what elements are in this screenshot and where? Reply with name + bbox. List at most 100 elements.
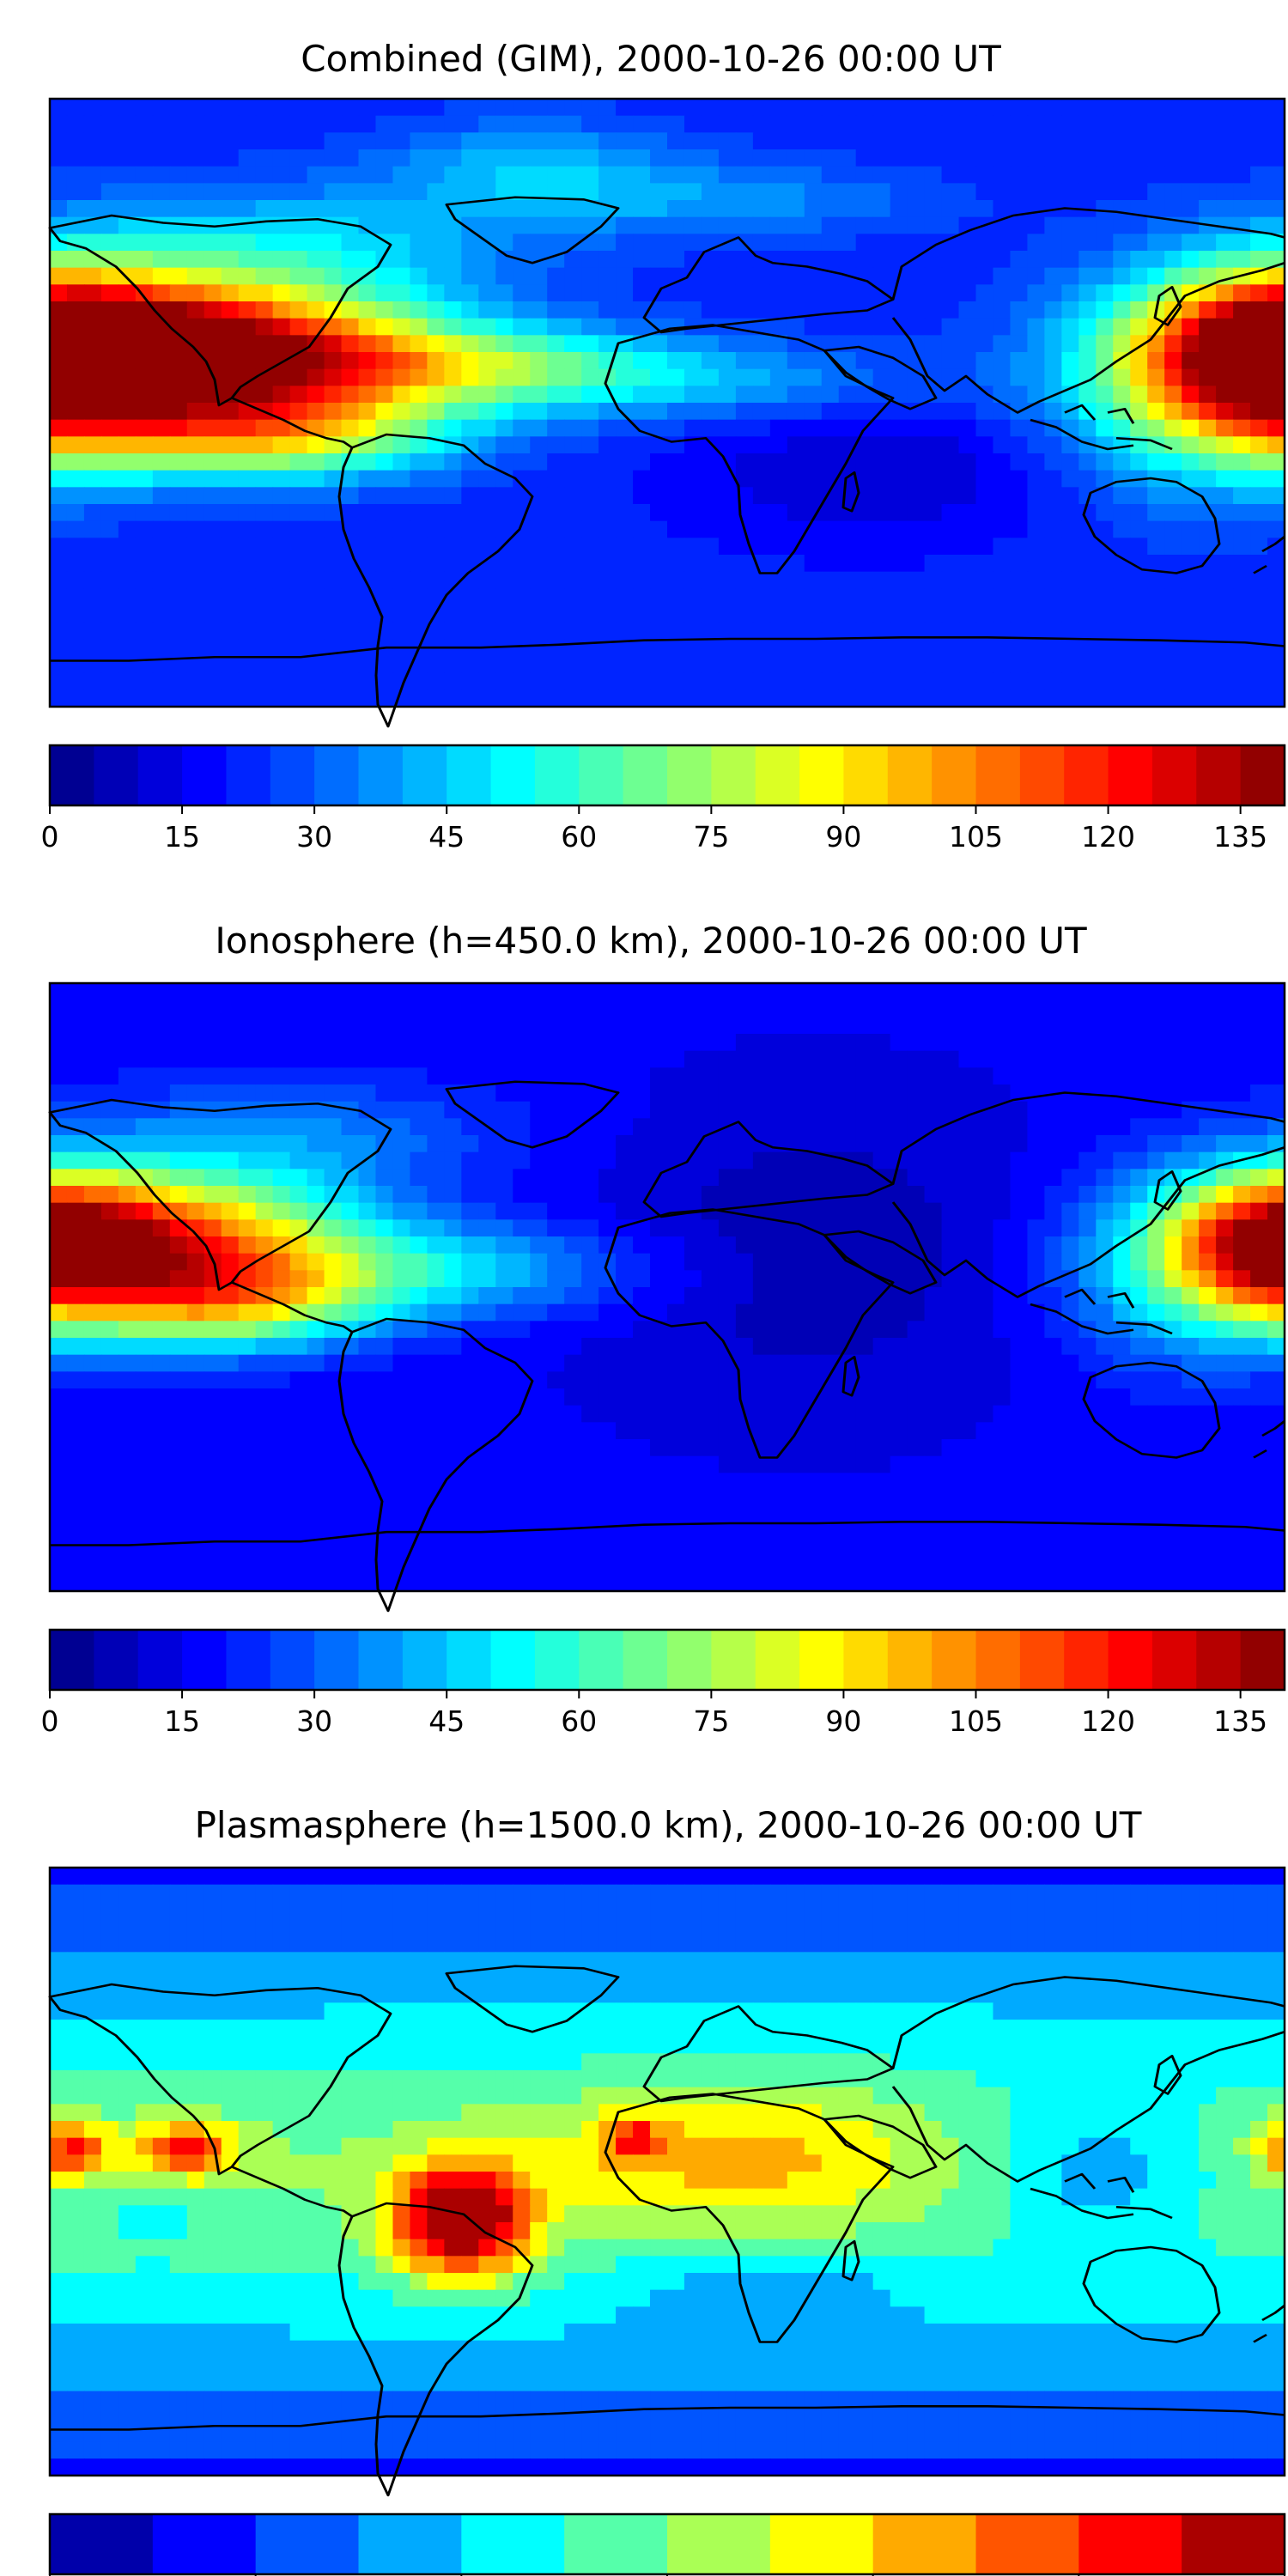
contour-cell: [855, 368, 874, 386]
contour-cell: [993, 1388, 1012, 1406]
contour-cell: [118, 1439, 137, 1457]
contour-cell: [83, 1236, 102, 1255]
contour-cell: [855, 1050, 874, 1068]
contour-cell: [701, 520, 720, 538]
contour-cell: [83, 1455, 102, 1473]
contour-cell: [1233, 1473, 1251, 1491]
contour-cell: [564, 504, 582, 522]
contour-cell: [66, 368, 85, 386]
contour-cell: [683, 284, 702, 302]
contour-cell: [924, 1303, 943, 1321]
contour-cell: [701, 166, 720, 184]
contour-cell: [1113, 234, 1131, 252]
contour-cell: [1027, 1034, 1045, 1052]
contour-cell: [752, 1354, 771, 1372]
contour-cell: [1182, 183, 1200, 201]
contour-cell: [872, 622, 891, 640]
contour-cell: [1216, 352, 1234, 370]
contour-cell: [1164, 1490, 1182, 1508]
contour-cell: [1113, 1473, 1131, 1491]
contour-cell: [169, 656, 188, 674]
contour-cell: [118, 166, 137, 184]
contour-cell: [752, 622, 771, 640]
contour-cell: [478, 335, 496, 353]
contour-cell: [787, 999, 805, 1018]
contour-cell: [1010, 301, 1029, 319]
contour-cell: [701, 1422, 720, 1440]
contour-cell: [924, 656, 943, 674]
contour-cell: [238, 487, 257, 505]
contour-cell: [924, 1186, 943, 1204]
contour-cell: [752, 166, 771, 184]
contour-cell: [221, 403, 240, 421]
contour-cell: [169, 1303, 188, 1321]
contour-cell: [1010, 216, 1029, 234]
contour-cell: [598, 1118, 617, 1136]
contour-cell: [324, 1050, 343, 1068]
contour-cell: [83, 216, 102, 234]
contour-cell: [547, 1371, 565, 1389]
contour-cell: [238, 368, 257, 386]
contour-cell: [924, 149, 943, 167]
contour-cell: [324, 605, 343, 623]
contour-cell: [650, 1118, 668, 1136]
contour-cell: [358, 1135, 377, 1153]
contour-cell: [975, 690, 994, 708]
contour-cell: [598, 1303, 617, 1321]
contour-cell: [204, 234, 222, 252]
contour-cell: [564, 267, 582, 285]
contour-cell: [478, 520, 496, 538]
contour-cell: [1182, 1388, 1200, 1406]
contour-cell: [752, 1050, 771, 1068]
contour-cell: [255, 1405, 274, 1423]
contour-cell: [1233, 1439, 1251, 1457]
contour-cell: [872, 419, 891, 437]
contour-cell: [650, 555, 668, 573]
contour-cell: [1199, 571, 1217, 589]
contour-cell: [547, 1101, 565, 1119]
contour-cell: [152, 1490, 171, 1508]
contour-cell: [1130, 115, 1148, 133]
contour-cell: [152, 1388, 171, 1406]
contour-cell: [289, 149, 308, 167]
contour-cell: [50, 1236, 68, 1255]
contour-cell: [135, 1084, 154, 1103]
contour-cell: [890, 1455, 908, 1473]
contour-cell: [410, 149, 428, 167]
contour-cell: [461, 284, 479, 302]
contour-cell: [272, 132, 291, 150]
contour-cell: [633, 216, 651, 234]
contour-cell: [255, 1439, 274, 1457]
contour-cell: [1233, 588, 1251, 606]
contour-cell: [683, 520, 702, 538]
contour-cell: [1233, 284, 1251, 302]
contour-cell: [975, 1253, 994, 1271]
contour-cell: [255, 656, 274, 674]
contour-cell: [769, 1303, 788, 1321]
contour-cell: [272, 200, 291, 218]
contour-cell: [238, 99, 257, 117]
contour-cell: [1267, 183, 1285, 201]
contour-cell: [633, 1118, 651, 1136]
contour-cell: [616, 1151, 634, 1170]
contour-cell: [392, 1388, 411, 1406]
contour-cell: [1233, 1371, 1251, 1389]
contour-cell: [616, 1101, 634, 1119]
contour-cell: [289, 1084, 308, 1103]
contour-cell: [581, 999, 599, 1018]
contour-cell: [358, 1490, 377, 1508]
contour-cell: [375, 216, 394, 234]
contour-cell: [66, 639, 85, 657]
contour-cell: [238, 605, 257, 623]
contour-cell: [752, 1422, 771, 1440]
contour-cell: [221, 115, 240, 133]
contour-cell: [993, 318, 1012, 336]
contour-cell: [530, 1490, 548, 1508]
contour-cell: [855, 1034, 874, 1052]
contour-cell: [272, 1067, 291, 1085]
contour-cell: [513, 1388, 531, 1406]
contour-cell: [958, 318, 977, 336]
contour-cell: [186, 251, 205, 269]
contour-cell: [1164, 656, 1182, 674]
contour-cell: [941, 1490, 960, 1508]
